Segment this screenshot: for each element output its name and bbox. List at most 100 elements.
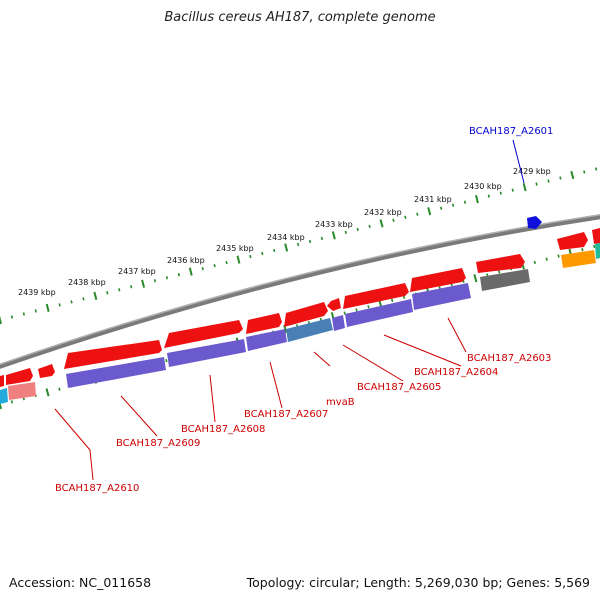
outer-ring-minor-tick: [583, 170, 586, 174]
gene-bcah187-a2601[interactable]: [527, 216, 542, 229]
outer-ring-minor-tick: [22, 312, 25, 316]
outer-ring-minor-tick: [320, 236, 324, 241]
outer-ring-minor-tick: [404, 215, 407, 219]
protein-a2610[interactable]: [66, 357, 166, 388]
outer-ring-major-tick: [570, 170, 575, 180]
outer-ring-minor-tick: [463, 200, 467, 204]
tick-label: 2435 kbp: [216, 244, 254, 253]
inner-ring-minor-tick: [355, 308, 358, 312]
genome-summary-text: Topology: circular; Length: 5,269,030 bp…: [246, 575, 590, 590]
outer-ring-minor-tick: [535, 182, 538, 186]
feature-track: [0, 216, 600, 404]
label-bcah187-a2605[interactable]: BCAH187_A2605: [357, 382, 441, 393]
tick-label: 2433 kbp: [315, 220, 353, 229]
outer-ring-major-tick: [474, 195, 479, 204]
label-bcah187-a2608[interactable]: BCAH187_A2608: [181, 424, 265, 435]
label-bcah187-a2604[interactable]: BCAH187_A2604: [414, 367, 498, 378]
inner-ring-minor-tick: [557, 254, 560, 258]
gene-bcah187-a2607[interactable]: [284, 302, 328, 327]
gene-red-left-1[interactable]: [38, 364, 55, 378]
inner-ring-major-tick: [45, 388, 50, 397]
outer-ring-major-tick: [236, 255, 241, 264]
label-bcah187-a2601[interactable]: BCAH187_A2601: [469, 126, 553, 137]
outer-ring-minor-tick: [213, 263, 216, 268]
label-bcah187-a2603[interactable]: BCAH187_A2603: [467, 353, 551, 364]
outer-ring-minor-tick: [165, 276, 169, 280]
outer-ring-minor-tick: [153, 279, 157, 283]
tick-label: 2434 kbp: [267, 233, 305, 242]
gene-red-right-1[interactable]: [557, 232, 588, 250]
outer-ring-major-tick: [45, 303, 50, 313]
outer-ring-minor-tick: [177, 273, 180, 277]
outer-ring-major-tick: [331, 231, 336, 240]
genome-backbone-highlight: [0, 214, 600, 366]
gene-pink-left[interactable]: [8, 382, 36, 400]
gene-red-right-2[interactable]: [592, 228, 600, 244]
gene-cyan-left[interactable]: [0, 388, 8, 404]
label-bcah187-a2609[interactable]: BCAH187_A2609: [116, 438, 200, 449]
outer-ring-major-tick: [427, 207, 432, 216]
inner-ring-minor-tick: [165, 358, 168, 363]
gene-grey-a2603[interactable]: [480, 269, 530, 291]
inner-ring-minor-tick: [581, 248, 584, 252]
outer-ring-minor-tick: [511, 188, 514, 192]
label-mvab[interactable]: mvaB: [326, 397, 355, 408]
outer-ring-minor-tick: [296, 242, 300, 247]
genome-backbone: [0, 214, 600, 369]
inner-ring-minor-tick: [367, 305, 370, 309]
protein-a2609[interactable]: [167, 339, 246, 367]
outer-ring-minor-tick: [70, 300, 73, 304]
outer-ring-minor-tick: [82, 297, 85, 301]
outer-ring-minor-tick: [392, 218, 395, 222]
gene-orange-right[interactable]: [561, 250, 596, 268]
outer-ring-minor-tick: [34, 309, 37, 313]
outer-ring-minor-tick: [106, 291, 109, 295]
outer-ring-minor-tick: [308, 239, 312, 244]
outer-ring-major-tick: [284, 243, 289, 252]
gene-bcah187-a2608[interactable]: [246, 313, 282, 334]
outer-ring-major-tick: [379, 219, 384, 228]
tick-labels: 2429 kbp 2430 kbp 2431 kbp 2432 kbp 2433 kbp…: [18, 167, 551, 297]
outer-ring-minor-tick: [368, 224, 371, 229]
outer-ring-minor-tick: [344, 230, 347, 235]
inner-ring-minor-tick: [402, 295, 406, 299]
inner-ring-minor-tick: [58, 387, 61, 391]
gene-mvab[interactable]: [327, 298, 341, 311]
outer-ring-minor-tick: [451, 203, 455, 207]
outer-ring-major-tick: [522, 182, 527, 192]
inner-ring-major-tick: [473, 274, 478, 283]
outer-ring-minor-tick: [118, 288, 121, 292]
tick-label: 2437 kbp: [118, 267, 156, 276]
label-bcah187-a2610[interactable]: BCAH187_A2610: [55, 483, 139, 494]
outer-ring-minor-tick: [225, 260, 228, 265]
inner-ring-minor-tick: [533, 260, 536, 265]
gene-bcah187-a2603[interactable]: [476, 254, 525, 273]
tick-label: 2429 kbp: [513, 167, 551, 176]
gene-bcah187-a2610[interactable]: [64, 340, 162, 369]
gene-bcah187-a2604[interactable]: [410, 268, 466, 292]
protein-mvab[interactable]: [332, 315, 345, 331]
gene-red-left-2[interactable]: [6, 368, 33, 385]
gene-bcah187-a2609[interactable]: [164, 320, 243, 348]
outer-ring-minor-tick: [356, 227, 359, 232]
tick-label: 2431 kbp: [414, 195, 452, 204]
protein-a2607[interactable]: [286, 318, 333, 342]
tick-label: 2439 kbp: [18, 288, 56, 297]
outer-ring-minor-tick: [261, 251, 264, 256]
inner-ring-minor-tick: [545, 257, 548, 261]
gene-teal-right[interactable]: [595, 243, 600, 259]
label-bcah187-a2607[interactable]: BCAH187_A2607: [244, 409, 328, 420]
tick-label: 2436 kbp: [167, 256, 205, 265]
protein-a2608[interactable]: [246, 329, 287, 351]
outer-ring-minor-tick: [416, 212, 419, 216]
protein-a2604[interactable]: [412, 283, 471, 310]
outer-ring-minor-tick: [10, 315, 14, 319]
outer-ring-minor-tick: [58, 303, 61, 307]
gene-bcah187-a2605[interactable]: [343, 283, 409, 309]
gene-red-left-3[interactable]: [0, 375, 4, 387]
protein-a2605[interactable]: [345, 299, 413, 327]
outer-ring-minor-tick: [595, 167, 598, 171]
outer-ring-minor-tick: [440, 206, 443, 210]
outer-ring-minor-tick: [547, 179, 550, 183]
